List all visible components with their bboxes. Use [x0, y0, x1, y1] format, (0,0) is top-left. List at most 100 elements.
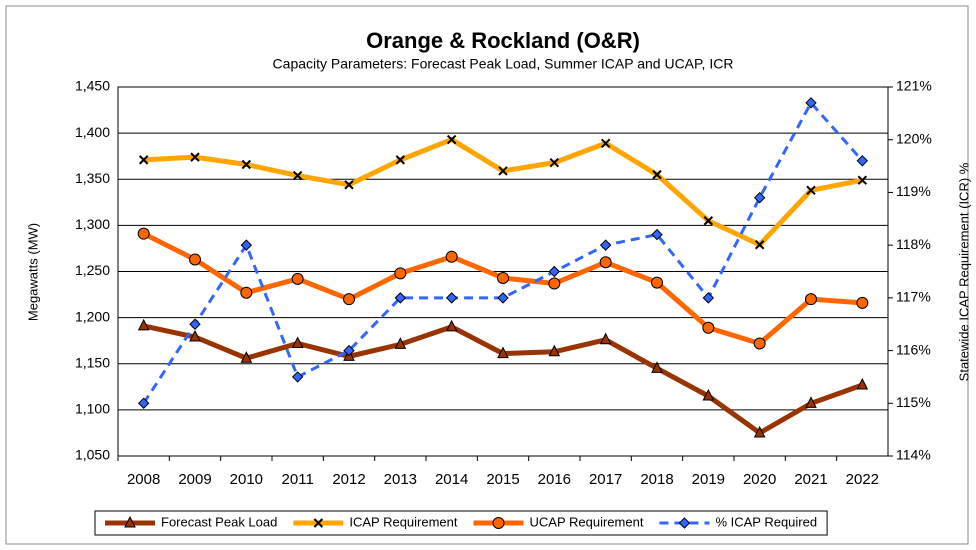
- marker: [291, 371, 304, 383]
- x-tick-label: 2020: [743, 471, 776, 488]
- x-tick-label: 2022: [846, 471, 879, 488]
- x-tick-label: 2008: [127, 471, 160, 488]
- marker: [753, 191, 766, 204]
- marker: [240, 239, 253, 251]
- marker: [651, 228, 663, 241]
- marker: [445, 292, 458, 304]
- y2-tick-label: 115%: [896, 394, 931, 410]
- y-axis-label: Megawatts (MW): [25, 223, 40, 321]
- marker: [292, 170, 303, 181]
- marker: [599, 256, 612, 269]
- marker: [806, 185, 816, 196]
- legend-label: ICAP Requirement: [349, 514, 458, 529]
- marker: [600, 138, 611, 148]
- y2-tick-label: 121%: [896, 78, 932, 94]
- marker: [599, 239, 612, 251]
- y-tick-label: 1,050: [75, 447, 110, 463]
- chart-subtitle: Capacity Parameters: Forecast Peak Load,…: [273, 56, 734, 72]
- chart-title: Orange & Rockland (O&R): [366, 28, 640, 53]
- marker: [395, 155, 406, 165]
- marker: [497, 292, 509, 304]
- marker: [137, 397, 150, 409]
- marker: [549, 157, 560, 168]
- marker: [754, 240, 765, 250]
- marker: [240, 351, 253, 363]
- marker: [702, 388, 715, 401]
- y-tick-label: 1,150: [75, 354, 110, 370]
- marker: [241, 159, 252, 170]
- legend-label: UCAP Requirement: [530, 514, 644, 529]
- x-tick-label: 2010: [230, 471, 263, 488]
- y2-tick-label: 116%: [896, 341, 931, 357]
- marker: [498, 166, 508, 176]
- legend-marker: [313, 518, 324, 528]
- y-tick-label: 1,100: [75, 401, 110, 417]
- marker: [137, 227, 150, 240]
- y-tick-label: 1,350: [75, 170, 110, 186]
- marker: [856, 296, 869, 309]
- marker: [240, 286, 253, 299]
- marker: [137, 318, 150, 331]
- x-tick-label: 2011: [282, 471, 314, 488]
- marker: [343, 293, 355, 306]
- legend-marker: [678, 517, 691, 529]
- marker: [856, 377, 869, 390]
- x-tick-label: 2015: [486, 471, 519, 488]
- marker: [138, 155, 149, 165]
- marker: [856, 155, 869, 167]
- y-tick-label: 1,250: [75, 262, 110, 278]
- marker: [189, 253, 201, 266]
- x-tick-label: 2013: [384, 471, 417, 488]
- marker: [394, 337, 407, 349]
- legend-label: Forecast Peak Load: [161, 514, 277, 529]
- marker: [857, 175, 868, 185]
- marker: [805, 396, 817, 408]
- marker: [753, 425, 766, 438]
- marker: [446, 134, 457, 145]
- y2-tick-label: 114%: [896, 447, 931, 463]
- x-tick-label: 2021: [794, 471, 827, 488]
- marker: [497, 346, 509, 359]
- legend-marker: [492, 517, 505, 529]
- y2-tick-label: 120%: [896, 130, 932, 146]
- x-tick-label: 2019: [692, 471, 725, 488]
- marker: [190, 152, 200, 162]
- marker: [189, 318, 201, 330]
- marker: [548, 277, 561, 290]
- x-tick-label: 2018: [640, 471, 673, 488]
- marker: [599, 332, 612, 345]
- x-tick-label: 2009: [178, 471, 211, 488]
- x-tick-label: 2014: [435, 471, 468, 488]
- marker: [805, 293, 817, 306]
- marker: [652, 169, 662, 180]
- marker: [548, 265, 561, 278]
- marker: [702, 292, 715, 304]
- marker: [291, 336, 304, 348]
- marker: [805, 97, 817, 109]
- marker: [344, 180, 354, 190]
- marker: [702, 321, 715, 334]
- marker: [651, 361, 663, 373]
- x-tick-label: 2016: [538, 471, 571, 488]
- marker: [497, 271, 509, 284]
- legend: Forecast Peak Load ICAP Requirement UCAP R…: [94, 510, 828, 536]
- x-tick-label: 2012: [332, 471, 365, 488]
- marker: [394, 267, 407, 280]
- marker: [548, 344, 561, 357]
- y-tick-label: 1,400: [75, 124, 110, 140]
- marker: [703, 216, 714, 226]
- y-tick-label: 1,300: [75, 216, 110, 232]
- marker: [189, 329, 201, 342]
- marker: [753, 337, 766, 350]
- marker: [445, 319, 458, 332]
- marker: [445, 250, 458, 263]
- y2-tick-label: 119%: [896, 183, 931, 199]
- y2-tick-label: 117%: [896, 289, 931, 305]
- legend-label: % ICAP Required: [715, 514, 817, 529]
- y2-tick-label: 118%: [896, 236, 931, 252]
- y-tick-label: 1,200: [75, 308, 110, 324]
- x-tick-label: 2017: [589, 471, 622, 488]
- marker: [343, 344, 355, 357]
